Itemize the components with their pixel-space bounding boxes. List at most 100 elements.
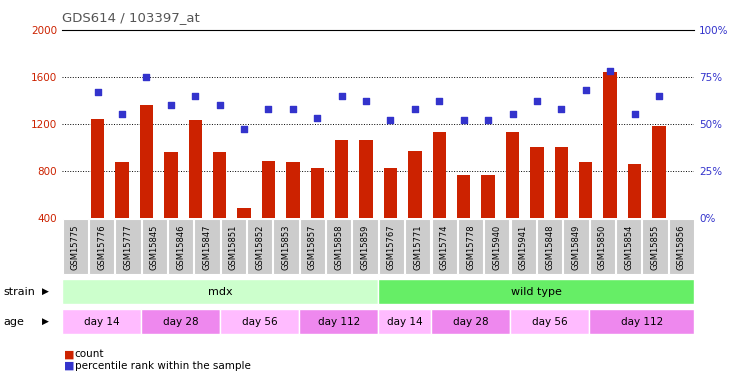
Text: GDS614 / 103397_at: GDS614 / 103397_at [62,11,200,24]
Text: GSM15777: GSM15777 [124,225,132,270]
Point [507,111,518,117]
FancyBboxPatch shape [194,219,220,274]
FancyBboxPatch shape [564,219,588,274]
Text: percentile rank within the sample: percentile rank within the sample [75,361,251,370]
Bar [91,119,105,264]
Text: GSM15858: GSM15858 [334,225,344,270]
Bar [360,140,373,264]
FancyBboxPatch shape [352,219,378,274]
Text: GSM15859: GSM15859 [360,225,370,270]
Bar [604,72,617,264]
FancyBboxPatch shape [616,219,641,274]
Point [360,98,372,104]
Text: GSM15940: GSM15940 [493,225,501,270]
Text: ■: ■ [64,361,75,370]
Text: GSM15771: GSM15771 [413,225,423,270]
Bar [555,147,568,264]
Text: GSM15775: GSM15775 [71,225,80,270]
Point [165,102,177,108]
Point [433,98,445,104]
Text: mdx: mdx [208,286,232,297]
Text: GSM15847: GSM15847 [202,225,211,270]
Text: day 112: day 112 [318,316,360,327]
FancyBboxPatch shape [379,219,404,274]
Bar [286,162,300,264]
Bar [311,168,324,264]
FancyBboxPatch shape [142,219,167,274]
Text: ▶: ▶ [42,317,49,326]
Bar [238,208,251,264]
FancyBboxPatch shape [299,309,379,334]
Text: strain: strain [4,286,36,297]
Point [213,102,225,108]
Bar [189,120,202,264]
Bar [140,105,153,264]
FancyBboxPatch shape [669,219,694,274]
Text: count: count [75,350,104,359]
Point [458,117,469,123]
Text: GSM15850: GSM15850 [598,225,607,270]
Text: age: age [4,316,25,327]
FancyBboxPatch shape [141,309,220,334]
Text: GSM15848: GSM15848 [545,225,554,270]
Point [238,126,250,132]
Point [409,106,421,112]
Bar [408,151,422,264]
Point [311,115,323,121]
Text: GSM15774: GSM15774 [439,225,449,270]
Text: GSM15852: GSM15852 [255,225,264,270]
FancyBboxPatch shape [643,219,667,274]
FancyBboxPatch shape [484,219,510,274]
Text: GSM15851: GSM15851 [229,225,238,270]
Text: ■: ■ [64,350,75,359]
Point [140,74,152,80]
Point [605,68,616,74]
FancyBboxPatch shape [510,219,536,274]
FancyBboxPatch shape [326,219,352,274]
Bar [433,132,446,264]
Text: ▶: ▶ [42,287,49,296]
Text: GSM15857: GSM15857 [308,225,317,270]
Text: day 56: day 56 [531,316,567,327]
FancyBboxPatch shape [221,219,246,274]
Point [629,111,640,117]
Bar [213,152,227,264]
Point [287,106,299,112]
Text: day 56: day 56 [242,316,278,327]
FancyBboxPatch shape [89,219,114,274]
Point [556,106,567,112]
Text: day 14: day 14 [387,316,423,327]
Bar [262,161,275,264]
FancyBboxPatch shape [379,279,694,304]
Text: GSM15853: GSM15853 [281,225,291,270]
Text: GSM15776: GSM15776 [97,225,106,270]
Bar [115,162,129,264]
FancyBboxPatch shape [458,219,483,274]
FancyBboxPatch shape [537,219,562,274]
Text: GSM15854: GSM15854 [624,225,633,270]
Bar [384,168,397,264]
Text: GSM15767: GSM15767 [387,225,396,270]
FancyBboxPatch shape [379,309,431,334]
Text: wild type: wild type [511,286,562,297]
Bar [506,132,519,264]
FancyBboxPatch shape [220,309,299,334]
FancyBboxPatch shape [590,219,615,274]
Point [92,89,104,95]
Text: day 112: day 112 [621,316,663,327]
Bar [530,147,544,264]
Bar [164,152,178,264]
Text: GSM15778: GSM15778 [466,225,475,270]
FancyBboxPatch shape [115,219,140,274]
FancyBboxPatch shape [431,309,510,334]
Bar [579,162,593,264]
FancyBboxPatch shape [273,219,299,274]
Text: day 28: day 28 [163,316,199,327]
Bar [482,176,495,264]
Point [482,117,494,123]
Point [189,93,201,99]
Point [531,98,543,104]
FancyBboxPatch shape [300,219,325,274]
Text: day 28: day 28 [452,316,488,327]
Point [580,87,591,93]
